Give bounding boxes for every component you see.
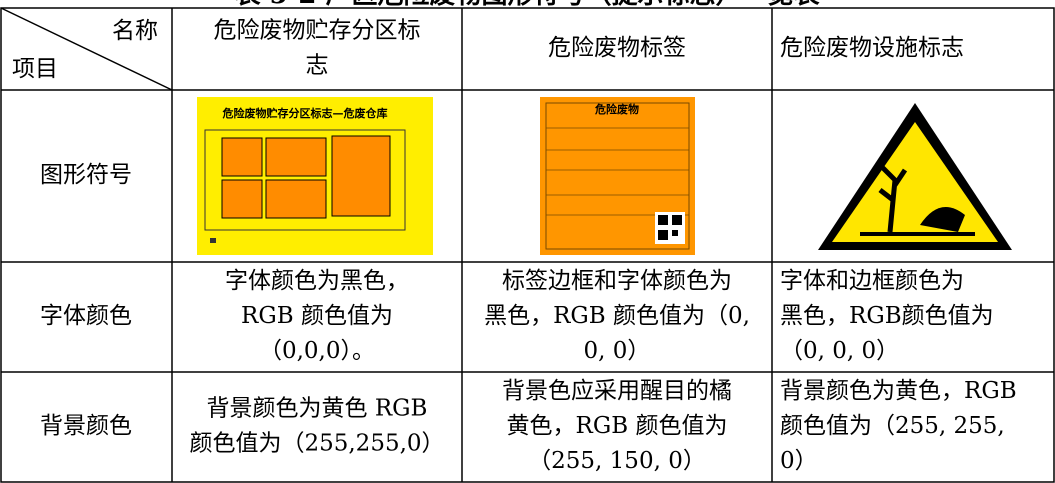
row-label: 图形符号 [40,162,132,188]
table-title: 表 5-2 厂区危险废物图形符号（提示标志）一览表 [234,0,820,10]
row-label: 背景颜色 [40,413,132,439]
cell-text: 黑色，RGB 颜色值为（0, [484,303,750,329]
corner-top: 名称 [112,18,158,44]
column-header: 危险废物贮存分区标 [214,18,421,44]
column-header: 危险废物设施标志 [780,35,964,61]
column-header: 危险废物标签 [548,35,686,61]
cell-text: 0） [780,448,818,474]
cell-text: RGB 颜色值为 [241,303,393,329]
cell-text: 0, 0） [584,338,651,364]
cell-text: （0, 0, 0） [780,338,899,364]
column-header: 志 [306,53,329,79]
cell-text: 背景色应采用醒目的橘 [502,378,732,404]
table-grid [0,7,1055,483]
cell-text: 黄色，RGB 颜色值为 [507,413,728,439]
waste-label-image: 危险废物 [540,97,695,255]
storage-sign-image: 危险废物贮存分区标志—危废仓库 [197,97,433,255]
corner-bottom: 项目 [12,56,58,82]
cell-text: 字体和边框颜色为 [780,268,964,294]
waste-label-title: 危险废物 [594,102,639,116]
cell-text: 颜色值为（255, 255, [780,413,1005,439]
cell-text: （255, 150, 0） [528,448,706,474]
storage-sign-title: 危险废物贮存分区标志—危废仓库 [222,106,388,120]
cell-text: 黑色，RGB颜色值为 [780,303,994,329]
row-label: 字体颜色 [40,303,132,329]
cell-text: 标签边框和字体颜色为 [502,268,732,294]
cell-text: 背景颜色为黄色，RGB [780,378,1017,404]
cell-text: 背景颜色为黄色 RGB [207,396,428,422]
cell-text: （0,0,0）。 [259,338,375,364]
facility-sign-image [818,103,1012,250]
cell-text: 颜色值为（255,255,0） [189,431,444,457]
cell-text: 字体颜色为黑色， [225,268,409,294]
